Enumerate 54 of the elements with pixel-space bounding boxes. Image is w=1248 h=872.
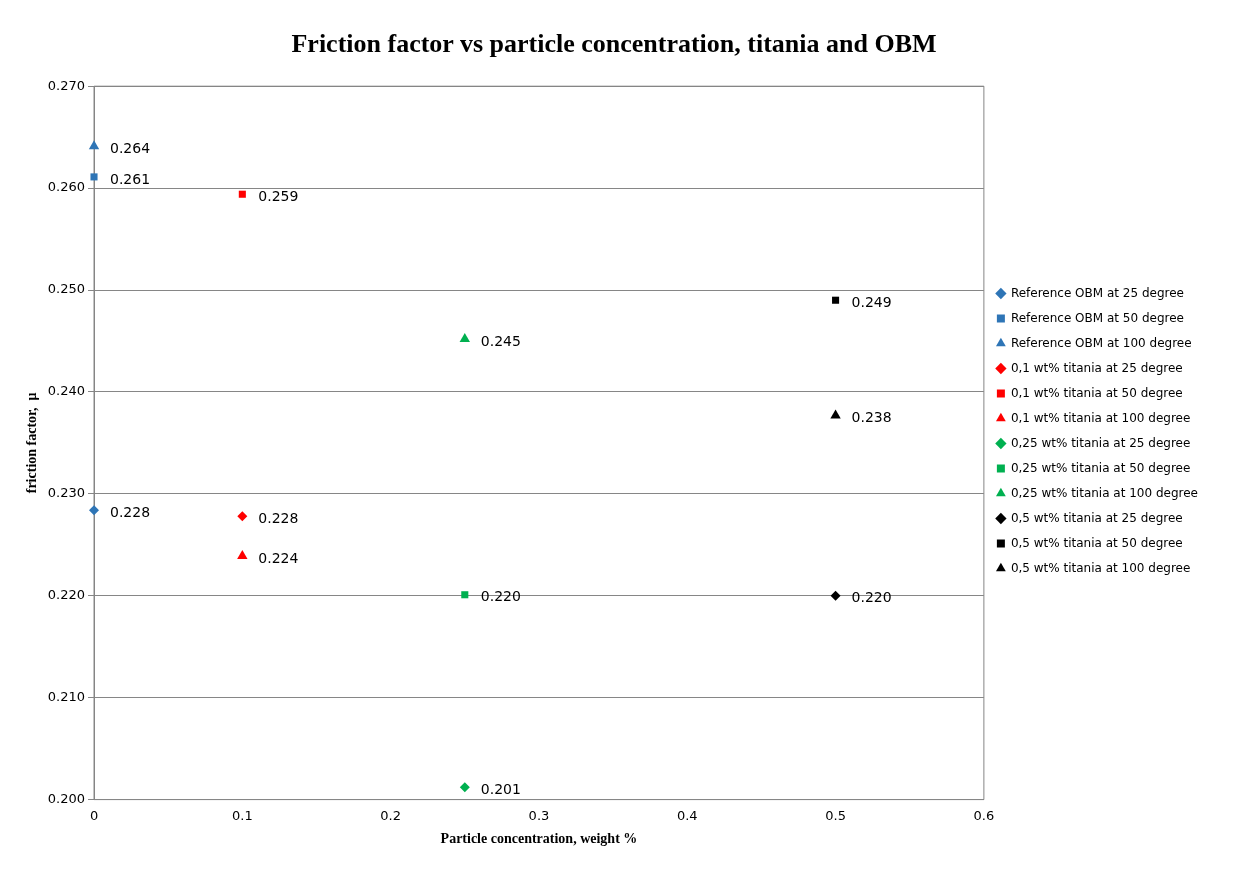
point bbox=[459, 782, 470, 793]
legend-label: Reference OBM at 50 degree bbox=[1010, 310, 1184, 325]
x-tick-label: 0.2 bbox=[380, 807, 401, 823]
data-label: 0.220 bbox=[480, 588, 521, 605]
data-label: 0.228 bbox=[258, 509, 299, 526]
data-label: 0.220 bbox=[851, 589, 892, 606]
point bbox=[830, 590, 841, 601]
legend-label: Reference OBM at 100 degree bbox=[1010, 335, 1192, 350]
x-tick-label: 0.1 bbox=[231, 807, 253, 823]
point bbox=[830, 409, 841, 419]
legend-label: 0,1 wt% titania at 100 degree bbox=[1010, 410, 1191, 425]
data-label: 0.249 bbox=[851, 293, 892, 310]
y-tick-label: 0.200 bbox=[47, 790, 86, 806]
x-tick-label: 0 bbox=[89, 807, 99, 823]
legend-label: 0,25 wt% titania at 50 degree bbox=[1010, 460, 1191, 475]
data-label: 0.228 bbox=[110, 503, 151, 520]
y-tick-label: 0.210 bbox=[47, 689, 86, 705]
x-tick-label: 0.6 bbox=[973, 807, 995, 823]
point bbox=[832, 296, 840, 304]
y-axis-title: friction factor, μ bbox=[24, 392, 40, 494]
point bbox=[90, 173, 98, 181]
x-tick-label: 0.5 bbox=[825, 807, 846, 823]
y-tick-label: 0.250 bbox=[47, 281, 86, 297]
data-label: 0.238 bbox=[851, 409, 892, 426]
x-tick-label: 0.4 bbox=[676, 807, 698, 823]
legend-label: 0,25 wt% titania at 25 degree bbox=[1010, 435, 1191, 450]
data-label: 0.261 bbox=[110, 170, 151, 187]
y-tick-label: 0.260 bbox=[47, 179, 86, 195]
point bbox=[237, 550, 248, 560]
chart-title: Friction factor vs particle concentration, titania and OBM bbox=[291, 29, 937, 59]
legend-label: Reference OBM at 25 degree bbox=[1010, 285, 1184, 300]
legend-label: 0,5 wt% titania at 25 degree bbox=[1010, 510, 1183, 525]
data-label: 0.264 bbox=[110, 139, 151, 156]
y-tick-label: 0.220 bbox=[47, 587, 86, 603]
legend-label: 0,25 wt% titania at 100 degree bbox=[1010, 485, 1199, 500]
legend-label: 0,1 wt% titania at 50 degree bbox=[1010, 385, 1183, 400]
y-tick-label: 0.230 bbox=[47, 485, 86, 501]
point bbox=[89, 505, 100, 516]
point bbox=[237, 511, 248, 522]
data-label: 0.245 bbox=[480, 332, 521, 349]
point bbox=[88, 140, 100, 150]
legend-label: 0,5 wt% titania at 100 degree bbox=[1010, 560, 1191, 575]
x-axis-title: Particle concentration, weight % bbox=[440, 831, 638, 847]
legend-label: 0,5 wt% titania at 50 degree bbox=[1010, 535, 1183, 550]
data-label: 0.201 bbox=[480, 781, 521, 798]
point bbox=[461, 591, 469, 599]
data-label: 0.259 bbox=[258, 187, 299, 204]
y-tick-label: 0.270 bbox=[47, 77, 86, 93]
legend-label: 0,1 wt% titania at 25 degree bbox=[1010, 360, 1183, 375]
x-tick-label: 0.3 bbox=[528, 807, 550, 823]
data-label: 0.224 bbox=[258, 549, 299, 566]
point bbox=[238, 190, 246, 198]
y-tick-label: 0.240 bbox=[47, 383, 86, 399]
point bbox=[459, 332, 470, 342]
